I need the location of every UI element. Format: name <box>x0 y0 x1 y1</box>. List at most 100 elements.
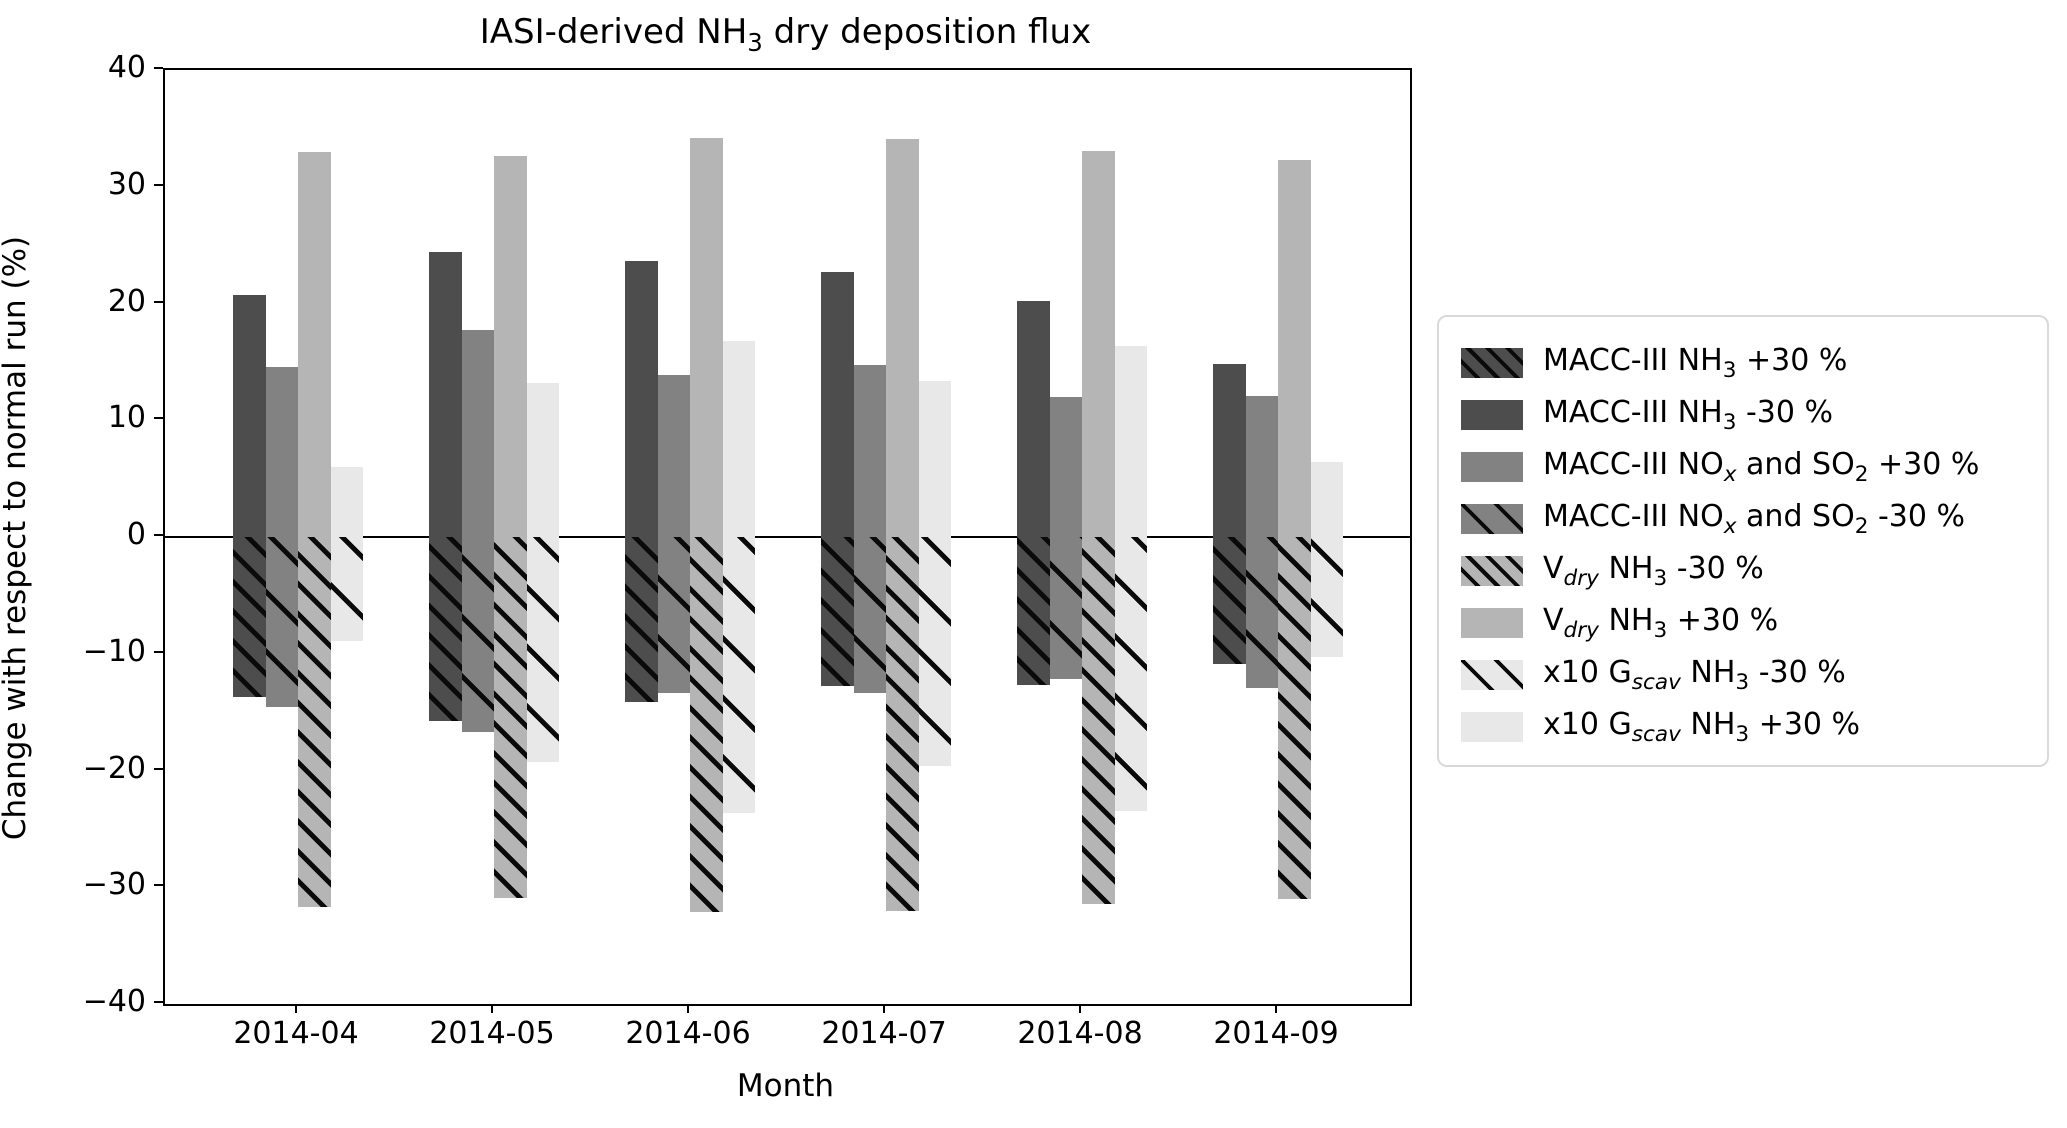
bar <box>886 138 919 537</box>
x-tick-label: 2014-09 <box>1213 1016 1339 1051</box>
legend-items: MACC-III NH3 +30 % MACC-III NH3 -30 % MACC… <box>1461 337 2047 753</box>
x-tick-mark <box>1275 1004 1277 1013</box>
bar <box>722 340 755 537</box>
legend-swatch <box>1461 452 1523 482</box>
text-part: 3 <box>1653 566 1668 591</box>
legend-swatch <box>1461 504 1523 534</box>
text-part: V <box>1543 551 1564 586</box>
y-tick-mark <box>154 1001 163 1003</box>
text-part: V <box>1543 603 1564 638</box>
text-part: x10 G <box>1543 655 1632 690</box>
bar <box>1213 364 1246 537</box>
bar <box>1049 537 1082 680</box>
text-part: NH <box>1598 603 1654 638</box>
text-part: NH <box>1598 551 1654 586</box>
bar <box>722 537 755 813</box>
text-part: -30 % <box>1749 655 1846 690</box>
bar <box>853 365 886 537</box>
legend-label: MACC-III NH3 -30 % <box>1543 395 1833 435</box>
bar <box>690 137 723 537</box>
y-tick-label: −30 <box>82 867 146 903</box>
text-part: dry <box>1563 566 1599 591</box>
y-tick-mark <box>154 67 163 69</box>
bar <box>625 261 658 537</box>
text-part: +30 % <box>1667 603 1779 638</box>
text-part: x10 G <box>1543 707 1632 742</box>
text-part: NH <box>1680 707 1736 742</box>
text-part: MACC-III NH <box>1543 343 1723 378</box>
text-part: scav <box>1631 670 1681 695</box>
legend-item: x10 Gscav NH3 +30 % <box>1461 701 2047 753</box>
text-part: -30 % <box>1868 499 1966 534</box>
bar <box>1017 301 1050 537</box>
text-part: and SO <box>1736 499 1855 534</box>
text-part: -30 % <box>1667 551 1764 586</box>
y-tick-label: −10 <box>82 633 146 669</box>
y-tick-label: −40 <box>82 984 146 1019</box>
y-axis-label: Change with respect to normal run (%) <box>0 235 33 841</box>
text-part: MACC-III NO <box>1543 499 1724 534</box>
bar <box>265 366 298 537</box>
bar <box>1082 150 1115 537</box>
legend-label: Vdry NH3 -30 % <box>1543 551 1764 591</box>
text-part: MACC-III NO <box>1543 447 1724 482</box>
legend-item: MACC-III NOx and SO2 -30 % <box>1461 493 2047 545</box>
bar <box>1082 537 1115 904</box>
legend-label: MACC-III NH3 +30 % <box>1543 343 1847 383</box>
x-tick-label: 2014-04 <box>233 1016 359 1051</box>
text-part: +30 % <box>1868 447 1980 482</box>
legend-label: x10 Gscav NH3 -30 % <box>1543 655 1846 695</box>
bar <box>1213 537 1246 665</box>
y-tick-mark <box>154 767 163 770</box>
bar <box>265 537 298 708</box>
legend-swatch <box>1461 348 1523 378</box>
x-tick-mark <box>295 1004 297 1013</box>
legend-swatch <box>1461 608 1523 638</box>
x-tick-label: 2014-05 <box>429 1016 555 1051</box>
bar <box>625 537 658 702</box>
bar <box>461 330 494 537</box>
x-tick-mark <box>1079 1004 1081 1013</box>
x-tick-label: 2014-08 <box>1017 1016 1143 1051</box>
zero-line <box>165 536 1410 538</box>
bar <box>526 382 559 537</box>
bar <box>1310 462 1343 537</box>
bar <box>1114 345 1147 537</box>
text-part: dry deposition flux <box>762 12 1092 52</box>
text-part: dry <box>1563 618 1599 643</box>
x-axis-label: Month <box>736 1068 835 1104</box>
legend-label: MACC-III NOx and SO2 -30 % <box>1543 499 1965 539</box>
legend-item: Vdry NH3 +30 % <box>1461 597 2047 649</box>
legend: MACC-III NH3 +30 % MACC-III NH3 -30 % MACC… <box>1437 315 2049 767</box>
x-tick-mark <box>687 1004 689 1013</box>
legend-item: Vdry NH3 -30 % <box>1461 545 2047 597</box>
y-tick-label: 0 <box>126 517 146 552</box>
bar <box>298 151 331 537</box>
plot-area <box>163 68 1412 1006</box>
chart-title: IASI-derived NH3 dry deposition flux <box>163 8 1408 57</box>
y-tick-mark <box>154 183 163 186</box>
bar <box>918 537 951 766</box>
legend-swatch <box>1461 556 1523 586</box>
bar <box>461 537 494 732</box>
y-tick-mark <box>154 417 163 420</box>
y-tick-mark <box>154 300 163 303</box>
bar <box>1049 396 1082 537</box>
legend-label: Vdry NH3 +30 % <box>1543 603 1778 643</box>
bar <box>494 537 527 898</box>
x-tick-label: 2014-07 <box>821 1016 947 1051</box>
y-tick-mark <box>154 650 163 653</box>
bar <box>657 374 690 537</box>
text-part: and SO <box>1736 447 1855 482</box>
text-part: 3 <box>747 27 763 57</box>
legend-item: MACC-III NOx and SO2 +30 % <box>1461 441 2047 493</box>
text-part: +30 % <box>1749 707 1861 742</box>
y-tick-mark <box>154 534 163 536</box>
text-part: 2 <box>1854 462 1869 487</box>
x-tick-mark <box>883 1004 885 1013</box>
bar <box>886 537 919 911</box>
bar <box>494 156 527 537</box>
text-part: x <box>1723 514 1737 539</box>
y-tick-mark <box>154 884 163 887</box>
bar <box>657 537 690 694</box>
